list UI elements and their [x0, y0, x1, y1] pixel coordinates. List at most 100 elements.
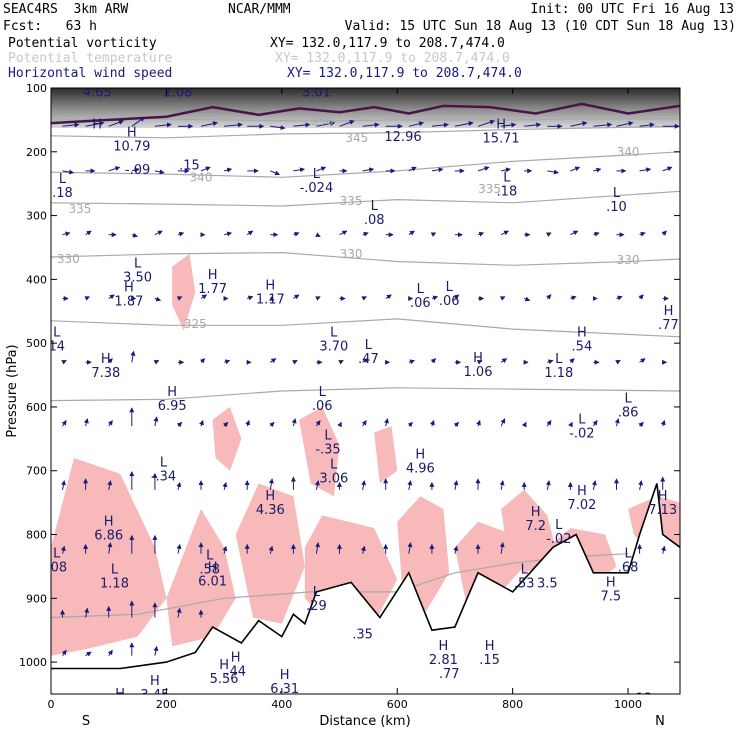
wind-arrow [430, 232, 437, 237]
extremum-value: .77 [439, 667, 460, 682]
wind-arrow [315, 296, 321, 301]
extremum-value: 3.01 [302, 85, 331, 100]
wind-arrow [569, 358, 575, 364]
wind-arrow [476, 419, 481, 427]
extremum-marker: L [111, 563, 119, 578]
x-tick-label: 200 [156, 698, 177, 711]
wind-arrow [270, 170, 281, 176]
isentrope-label: 350 [311, 114, 334, 128]
model-title: SEAC4RS 3km ARW [3, 2, 129, 17]
isentrope-label: 335 [340, 194, 363, 208]
extremum-value: .08 [46, 561, 67, 576]
wind-arrow [592, 420, 598, 427]
extremum-value: 10.79 [113, 140, 150, 155]
wind-arrow [362, 167, 375, 173]
wind-arrow [477, 166, 490, 172]
extremum-value: .18 [52, 186, 73, 201]
wind-arrow [638, 480, 644, 490]
extremum-marker: L [134, 256, 142, 271]
wind-arrow [453, 480, 459, 490]
field-xy-wind: XY= 132.0,117.9 to 208.7,474.0 [287, 66, 522, 81]
wind-arrow [84, 607, 90, 618]
extremum-value: 2.81 [429, 653, 458, 668]
wind-arrow [361, 420, 367, 427]
extremum-marker: H [606, 575, 616, 590]
wind-arrow [176, 296, 183, 301]
extremum-marker: H [115, 687, 125, 702]
wind-arrow [570, 121, 588, 127]
extremum-value: 12.96 [384, 130, 421, 145]
extremum-marker: L [313, 585, 321, 600]
wind-arrow [362, 231, 369, 237]
y-tick-label: 1000 [19, 656, 47, 669]
extremum-marker: H [101, 352, 111, 367]
extremum-marker: H [219, 658, 229, 673]
extremum-value: -.02 [569, 427, 594, 442]
extremum-marker: H [124, 281, 134, 296]
x-tick-label: 0 [48, 698, 55, 711]
extremum-value: 3.54 [106, 701, 135, 716]
extremum-value: .18 [497, 184, 518, 199]
isentrope-label: 325 [184, 317, 207, 331]
forecast-hour: Fcst: 63 h [3, 19, 97, 34]
extremum-value: .10 [606, 200, 627, 215]
wind-arrow [107, 480, 113, 490]
extremum-value: -.13 [627, 691, 652, 706]
extremum-value: .08 [364, 213, 385, 228]
wind-arrow [499, 296, 506, 301]
extremum-value: 6.95 [158, 399, 187, 414]
wind-arrow [222, 481, 228, 491]
extremum-marker: H [485, 639, 495, 654]
y-tick-label: 300 [26, 210, 47, 223]
wind-arrow [61, 649, 67, 656]
wind-arrow [501, 122, 517, 128]
extremum-marker: L [319, 385, 327, 400]
wind-arrow [176, 421, 183, 428]
wind-arrow [223, 231, 233, 237]
extremum-marker: H [208, 268, 218, 283]
isentrope-line [51, 151, 680, 178]
wind-arrow [269, 296, 275, 301]
wind-arrow [293, 122, 311, 128]
isentrope-label: 340 [190, 170, 213, 184]
wind-arrow [315, 420, 321, 427]
wind-arrow [108, 120, 124, 127]
wind-arrow [431, 167, 444, 173]
extremum-marker: L [330, 325, 338, 340]
extremum-value: .68 [618, 561, 639, 576]
extremum-marker: H [231, 651, 241, 666]
extremum-value: 1.17 [256, 293, 285, 308]
wind-arrow [591, 480, 597, 490]
extremum-marker: H [265, 489, 275, 504]
extremum-value: 3.70 [319, 339, 348, 354]
extremum-value: 7.5 [600, 589, 621, 604]
extremum-value: 1.18 [100, 577, 129, 592]
wind-arrow [107, 358, 113, 364]
extremum-marker: H [208, 561, 218, 576]
isentrope-label: 335 [478, 182, 501, 196]
extremum-value: 6.31 [270, 682, 299, 697]
wind-arrow [524, 296, 531, 302]
wind-arrow [269, 421, 275, 428]
wind-arrow [247, 295, 254, 301]
extremum-value: -.09 [125, 163, 150, 178]
x-tick-label: 600 [387, 698, 408, 711]
extremum-marker: L [59, 172, 67, 187]
x-axis-north-label: N [655, 714, 665, 729]
wind-arrow [545, 480, 551, 490]
wind-arrow [131, 116, 146, 127]
extremum-marker: L [446, 280, 454, 295]
wind-arrow [85, 121, 105, 127]
wind-arrow [338, 360, 344, 365]
shaded-region [212, 406, 242, 471]
wind-arrow [661, 230, 667, 236]
wind-arrow [62, 169, 75, 175]
wind-arrow [361, 296, 367, 301]
y-tick-label: 400 [26, 273, 47, 286]
wind-arrow [616, 295, 623, 301]
terrain-line [51, 483, 680, 670]
extremum-value: .44 [225, 665, 246, 680]
wind-arrow [454, 121, 474, 127]
wind-arrow [153, 360, 160, 365]
wind-arrow [107, 649, 113, 656]
